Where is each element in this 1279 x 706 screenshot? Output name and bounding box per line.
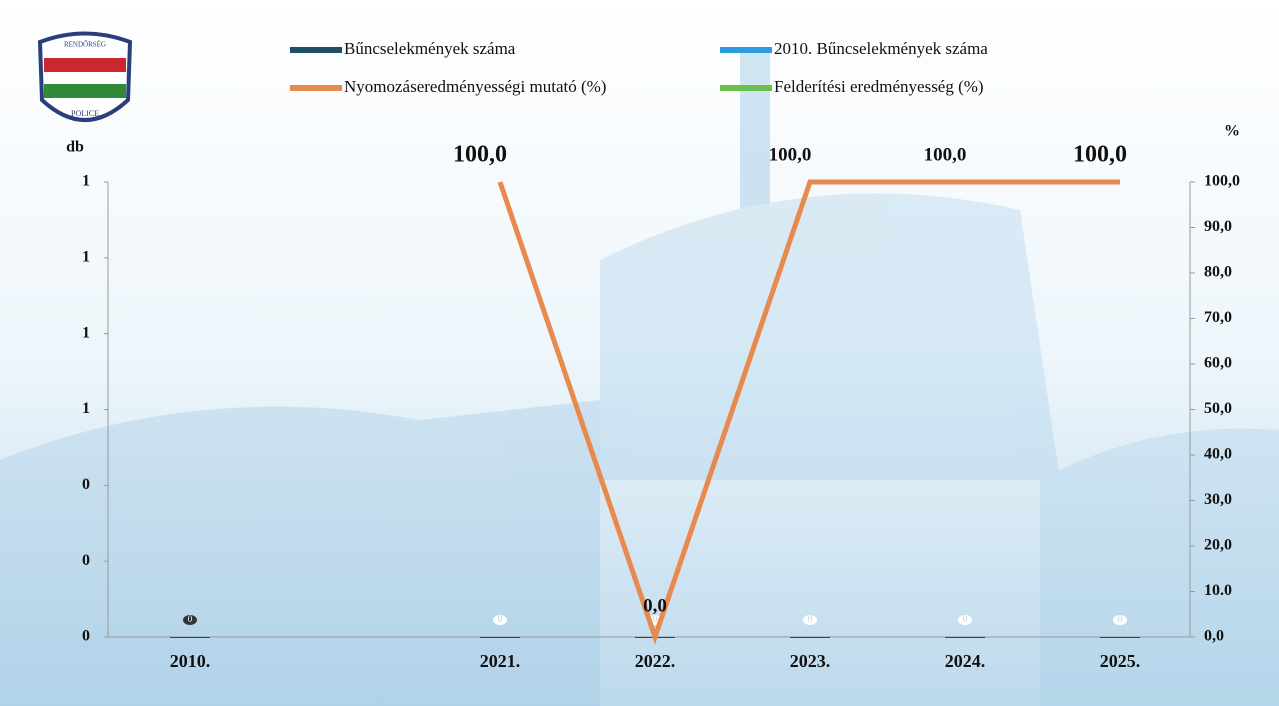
x-tick-label: 2025.: [1100, 651, 1141, 671]
value-label: 100,0: [453, 142, 507, 168]
bar: [480, 637, 520, 638]
value-label-bg: [493, 615, 507, 625]
value-label: 0: [1118, 614, 1123, 624]
value-label: 100,0: [1073, 142, 1127, 168]
value-label: 100,0: [769, 144, 812, 165]
value-label-bg: [958, 615, 972, 625]
x-tick-label: 2022.: [635, 651, 676, 671]
y-tick-label: 0: [82, 628, 90, 645]
logo: RENDŐRSÉG POLICE: [37, 31, 133, 122]
value-label-bg: [803, 615, 817, 625]
y-tick-label: 0: [82, 552, 90, 569]
bar: [1100, 637, 1140, 638]
line: [497, 179, 1120, 645]
bar: [790, 637, 830, 638]
y2-tick-label: 10.0: [1204, 582, 1232, 599]
y-tick-label: 0: [82, 476, 90, 493]
bar: [170, 637, 210, 638]
legend-label: 2010. Bűncselekmények száma: [774, 39, 988, 58]
y2-tick-label: 70,0: [1204, 309, 1232, 326]
bar: [945, 637, 985, 638]
x-tick-label: 2023.: [790, 651, 831, 671]
legend-swatch: [290, 85, 342, 91]
y2-tick-label: 40,0: [1204, 446, 1232, 463]
y2-tick-label: 90,0: [1204, 218, 1232, 235]
legend-swatch: [720, 85, 772, 91]
legend-swatch: [720, 47, 772, 53]
y-tick-label: 1: [82, 400, 90, 417]
y2-tick-label: 60,0: [1204, 355, 1232, 372]
value-label: 0,0: [643, 595, 667, 616]
legend-label: Bűncselekmények száma: [344, 39, 516, 58]
y2-axis-label: %: [1224, 123, 1240, 140]
y2-tick-label: 20,0: [1204, 537, 1232, 554]
legend-label: Nyomozáseredményességi mutató (%): [344, 77, 606, 96]
y2-tick-label: 50,0: [1204, 400, 1232, 417]
value-label: 0: [653, 614, 658, 624]
y2-tick-label: 80,0: [1204, 264, 1232, 281]
y-tick-label: 1: [82, 249, 90, 266]
y2-tick-label: 30,0: [1204, 491, 1232, 508]
building-backdrop: [0, 50, 1279, 706]
value-label: 100,0: [924, 144, 967, 165]
x-tick-label: 2024.: [945, 651, 986, 671]
y-axis-label: db: [66, 139, 84, 156]
legend-label: Felderítési eredményesség (%): [774, 77, 984, 96]
y2-tick-label: 100,0: [1204, 173, 1240, 190]
logo-top: RENDŐRSÉG: [64, 41, 106, 49]
y2-tick-label: 0,0: [1204, 628, 1224, 645]
value-label: 0: [963, 614, 968, 624]
value-label: 0: [188, 614, 193, 624]
value-label-bg: [1113, 615, 1127, 625]
legend-swatch: [290, 47, 342, 53]
x-tick-label: 2021.: [480, 651, 521, 671]
value-label: 0: [808, 614, 813, 624]
y-tick-label: 1: [82, 173, 90, 190]
y-tick-label: 1: [82, 324, 90, 341]
value-label-bg: [183, 615, 197, 625]
value-label: 0: [498, 614, 503, 624]
x-tick-label: 2010.: [170, 651, 211, 671]
logo-bottom: POLICE: [71, 109, 99, 118]
